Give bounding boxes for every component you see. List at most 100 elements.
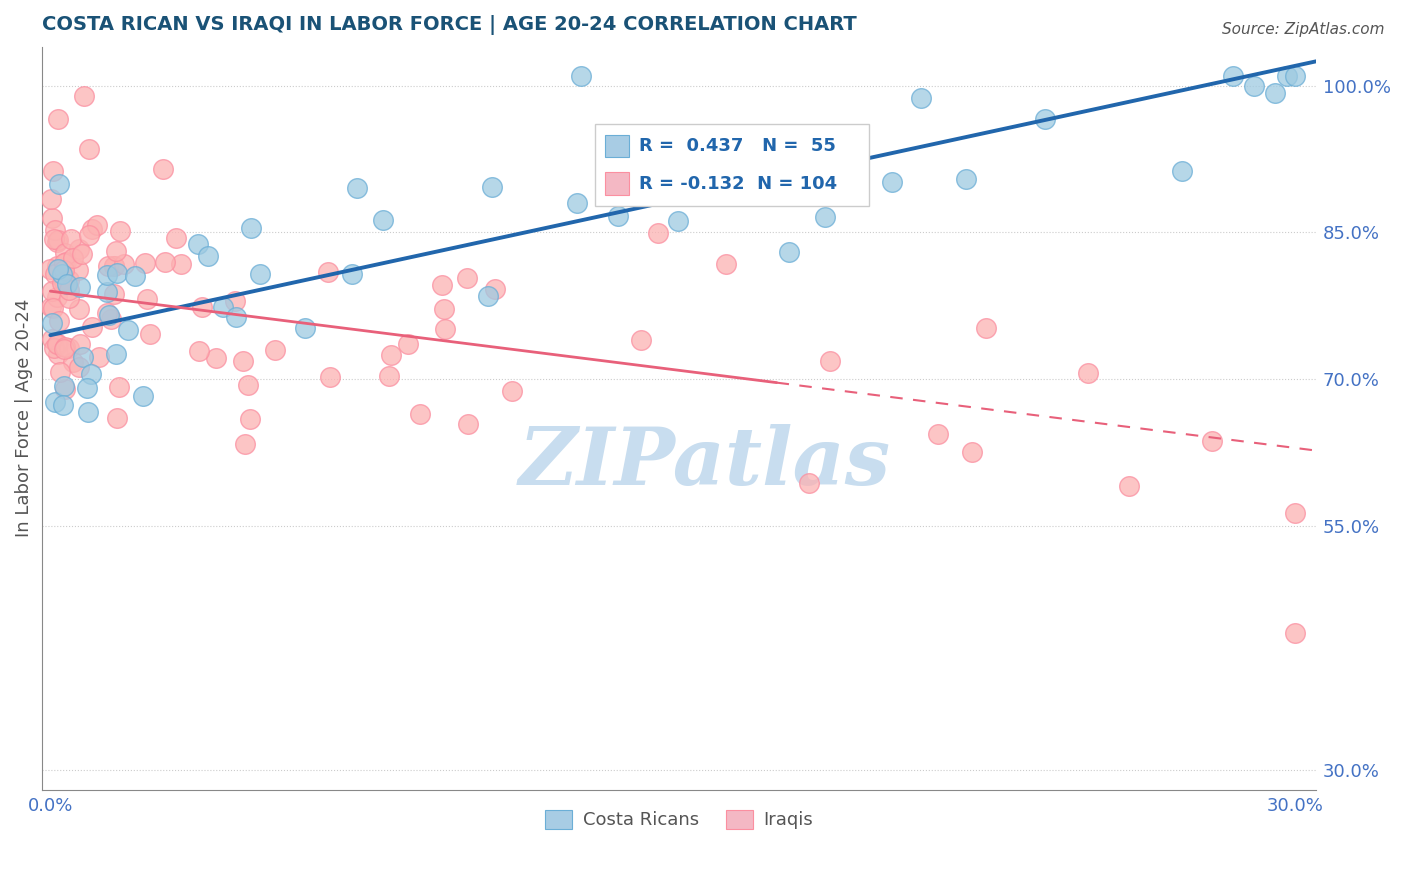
- Point: [373, 213, 395, 227]
- Point: [52, 263, 75, 277]
- Text: Source: ZipAtlas.com: Source: ZipAtlas.com: [1222, 22, 1385, 37]
- Point: [398, 336, 420, 351]
- Point: [1284, 506, 1306, 520]
- Point: [51, 267, 73, 281]
- Point: [319, 369, 342, 384]
- Point: [962, 445, 984, 459]
- Point: [53, 379, 76, 393]
- Point: [42, 232, 65, 246]
- Point: [316, 265, 339, 279]
- Point: [53, 246, 76, 260]
- Text: COSTA RICAN VS IRAQI IN LABOR FORCE | AGE 20-24 CORRELATION CHART: COSTA RICAN VS IRAQI IN LABOR FORCE | AG…: [42, 15, 856, 35]
- Point: [1118, 479, 1140, 493]
- Point: [820, 354, 842, 368]
- Point: [52, 342, 75, 356]
- Point: [51, 276, 73, 290]
- Point: [98, 308, 121, 322]
- Point: [46, 262, 69, 277]
- Point: [58, 273, 80, 287]
- Point: [799, 476, 821, 491]
- Point: [238, 377, 260, 392]
- Point: [380, 348, 402, 362]
- Text: R = -0.132  N = 104: R = -0.132 N = 104: [638, 175, 837, 193]
- Point: [60, 232, 83, 246]
- Point: [53, 382, 76, 396]
- Point: [778, 244, 800, 259]
- Point: [96, 306, 118, 320]
- Point: [170, 257, 193, 271]
- Point: [62, 252, 84, 266]
- Point: [48, 314, 70, 328]
- Point: [62, 355, 84, 369]
- Point: [46, 233, 69, 247]
- Point: [136, 293, 159, 307]
- Point: [52, 398, 75, 412]
- Point: [42, 341, 65, 355]
- Point: [42, 301, 65, 316]
- Point: [346, 181, 368, 195]
- Point: [224, 293, 246, 308]
- Point: [77, 405, 100, 419]
- Point: [79, 228, 101, 243]
- Point: [46, 290, 69, 304]
- Point: [264, 343, 287, 357]
- Point: [52, 256, 75, 270]
- Point: [105, 266, 128, 280]
- Point: [96, 285, 118, 299]
- Point: [69, 280, 91, 294]
- Point: [114, 257, 136, 271]
- Point: [39, 300, 62, 314]
- Point: [433, 322, 456, 336]
- Text: ZIPatlas: ZIPatlas: [519, 424, 890, 501]
- Point: [97, 259, 120, 273]
- Point: [46, 337, 69, 351]
- Point: [1284, 69, 1306, 83]
- Point: [46, 235, 69, 249]
- Point: [484, 282, 506, 296]
- Point: [46, 259, 69, 273]
- Point: [630, 333, 652, 347]
- Point: [58, 283, 80, 297]
- Point: [1033, 112, 1056, 126]
- Point: [477, 289, 499, 303]
- Point: [58, 341, 80, 355]
- Point: [124, 269, 146, 284]
- Point: [1284, 626, 1306, 640]
- Point: [76, 381, 98, 395]
- Legend: Costa Ricans, Iraqis: Costa Ricans, Iraqis: [537, 803, 821, 837]
- Point: [204, 351, 226, 366]
- Point: [103, 287, 125, 301]
- Point: [294, 321, 316, 335]
- Point: [82, 222, 104, 236]
- Point: [814, 210, 837, 224]
- Point: [187, 237, 209, 252]
- Point: [880, 175, 903, 189]
- Point: [1077, 366, 1099, 380]
- Point: [232, 354, 254, 368]
- Point: [716, 257, 738, 271]
- Text: R =  0.437   N =  55: R = 0.437 N = 55: [638, 137, 835, 155]
- Point: [70, 246, 93, 260]
- Point: [249, 267, 271, 281]
- Point: [41, 316, 63, 330]
- Point: [1275, 69, 1298, 83]
- Point: [104, 244, 127, 259]
- Point: [48, 365, 70, 379]
- Point: [1264, 87, 1286, 101]
- Point: [66, 263, 89, 277]
- Point: [955, 172, 977, 186]
- Point: [666, 213, 689, 227]
- Point: [100, 311, 122, 326]
- Point: [58, 291, 80, 305]
- Point: [46, 112, 69, 127]
- Point: [96, 268, 118, 282]
- Point: [86, 218, 108, 232]
- Point: [41, 192, 63, 206]
- Point: [974, 321, 997, 335]
- Point: [69, 337, 91, 351]
- Point: [107, 380, 129, 394]
- Point: [430, 278, 453, 293]
- Point: [239, 221, 262, 235]
- Point: [72, 350, 94, 364]
- Point: [233, 437, 256, 451]
